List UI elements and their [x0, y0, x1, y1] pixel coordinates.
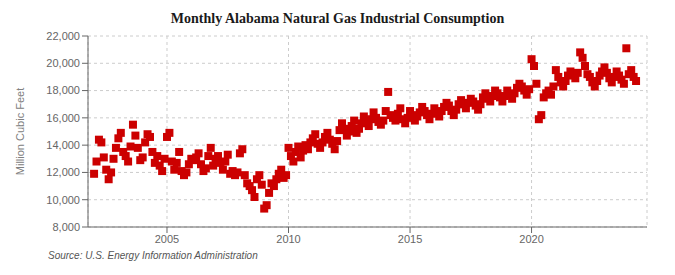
svg-text:18,000: 18,000	[46, 84, 80, 96]
svg-text:20,000: 20,000	[46, 57, 80, 69]
svg-text:2005: 2005	[155, 233, 179, 245]
svg-text:2010: 2010	[276, 233, 300, 245]
svg-text:Million Cubic Feet: Million Cubic Feet	[14, 88, 26, 175]
html-text:Source: U.S. Energy Informatio: Source: U.S. Energy Information Administ…	[48, 250, 258, 261]
html-text:Monthly Alabama Natural Gas In: Monthly Alabama Natural Gas Industrial C…	[170, 11, 505, 26]
svg-text:22,000: 22,000	[46, 30, 80, 42]
svg-text:16,000: 16,000	[46, 112, 80, 124]
svg-text:8,000: 8,000	[52, 221, 80, 233]
svg-text:10,000: 10,000	[46, 194, 80, 206]
svg-text:2015: 2015	[398, 233, 422, 245]
svg-text:12,000: 12,000	[46, 166, 80, 178]
svg-text:14,000: 14,000	[46, 139, 80, 151]
svg-text:2020: 2020	[519, 233, 543, 245]
